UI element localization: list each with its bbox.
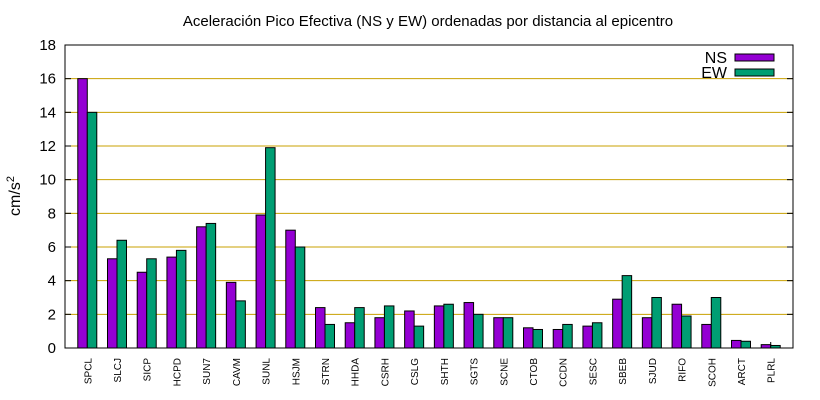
x-tick-label: PLRL [767, 358, 778, 383]
chart-title: Aceleración Pico Efectiva (NS y EW) orde… [183, 13, 673, 30]
x-tick-label: SICP [143, 358, 154, 382]
bar-ew [413, 325, 425, 349]
bars [77, 78, 781, 349]
bar-ew [591, 322, 603, 349]
legend-swatch [734, 68, 775, 77]
x-tick-label: SESC [588, 358, 599, 385]
bar-ew [354, 307, 365, 349]
legend-label: NS [705, 50, 727, 67]
bar-ns [701, 323, 712, 349]
x-tick-label: SGTS [470, 358, 481, 386]
bar-ns [136, 271, 148, 349]
bar-ns [463, 302, 475, 349]
bar-ns [552, 328, 564, 349]
x-tick-label: SLCJ [113, 358, 124, 382]
bar-ns [641, 317, 653, 349]
x-tick-label: CCDN [559, 358, 570, 387]
bar-ns [404, 310, 415, 349]
y-tick-label: 12 [39, 138, 56, 155]
bar-ew [532, 328, 543, 349]
y-tick-label: 8 [48, 205, 56, 222]
bar-ns [493, 317, 504, 349]
bar-ns [612, 298, 623, 349]
bar-ew [86, 111, 98, 349]
bar-ew [146, 258, 157, 349]
bar-ew [235, 300, 246, 349]
y-tick-label: 10 [39, 172, 56, 189]
bar-ns [107, 258, 118, 349]
x-tick-label: SUN7 [202, 358, 213, 385]
y-tick-label: 2 [48, 306, 56, 323]
y-tick-label: 4 [48, 273, 56, 290]
bar-ew [443, 303, 454, 349]
x-tick-label: SUNL [262, 358, 273, 385]
bar-ew [710, 297, 722, 349]
x-tick-label: CTOB [529, 358, 540, 386]
bar-ns [225, 281, 237, 349]
x-tick-label: RIFO [678, 358, 689, 382]
x-tick-label: ARCT [737, 358, 748, 385]
y-tick-label: 6 [48, 239, 56, 256]
bar-ew [681, 315, 692, 349]
bar-ns [582, 325, 593, 349]
bar-ns [433, 305, 445, 349]
bar-ew [383, 305, 395, 349]
bar-ns [731, 339, 742, 349]
bar-ew [651, 297, 662, 349]
x-tick-label: SCOH [707, 358, 718, 387]
legend-label: EW [701, 65, 728, 82]
y-tick-label: 16 [39, 71, 56, 88]
bar-ew [116, 239, 127, 349]
y-tick-label: 18 [39, 37, 56, 54]
bar-ns [671, 303, 683, 349]
x-tick-label: SCNE [499, 358, 510, 386]
bar-ns [523, 327, 534, 349]
plot-frame [64, 44, 794, 349]
legend-swatch [734, 53, 775, 62]
x-tick-label: HSJM [291, 358, 302, 385]
y-tick-label: 14 [39, 104, 56, 121]
bar-ns [344, 322, 356, 349]
x-tick-label: SJUD [648, 358, 659, 384]
x-tick-label: CSLG [410, 358, 421, 385]
bar-ew [265, 147, 276, 349]
bar-ns [315, 307, 326, 349]
x-tick-label: HHDA [351, 358, 362, 387]
y-tick-labels: 0 2 4 6 8 10 12 14 16 18 [39, 37, 56, 357]
bar-ns [77, 78, 88, 349]
y-axis-label: cm/s2 [5, 176, 24, 216]
x-tick-label: CAVM [232, 358, 243, 386]
bar-ew [205, 222, 217, 349]
x-tick-label: CSRH [380, 358, 391, 386]
bar-ew [562, 323, 573, 349]
x-tick-label: STRN [321, 358, 332, 385]
bar-ns [255, 214, 267, 349]
x-tick-label: HCPD [172, 358, 183, 386]
y-tick-label: 0 [48, 340, 56, 357]
bar-ew [621, 275, 633, 349]
bar-ew [473, 313, 484, 349]
x-tick-label: SHTH [440, 358, 451, 385]
bar-ns [196, 226, 207, 349]
bar-ew [294, 246, 306, 349]
bar-ns [374, 317, 385, 349]
bar-ns [285, 229, 296, 349]
x-tick-label: SBEB [618, 358, 629, 385]
bar-ns [166, 256, 177, 349]
bar-ew [740, 340, 751, 349]
bar-ew [324, 323, 335, 349]
x-tick-labels: SPCL SLCJ SICP HCPD SUN7 CAVM SUNL HSJM STRN HHDA… [83, 358, 777, 387]
bar-ns [760, 344, 772, 349]
bar-ew [175, 249, 187, 349]
x-tick-label: SPCL [83, 358, 94, 385]
bar-ew [502, 317, 514, 349]
